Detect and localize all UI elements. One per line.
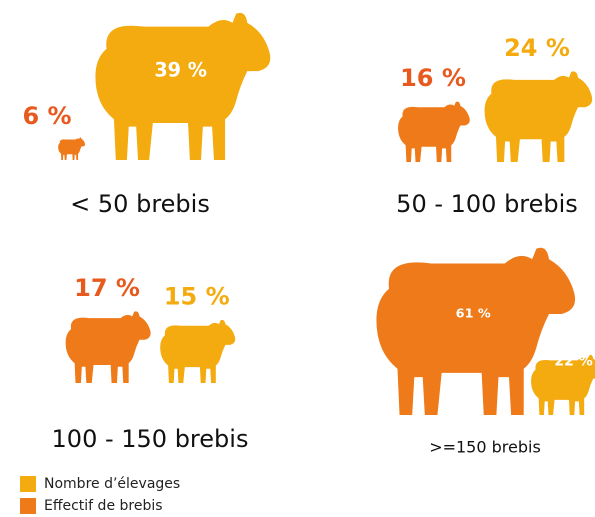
sheep [160, 320, 235, 383]
category-label: 50 - 100 brebis [396, 190, 578, 218]
legend-label: Effectif de brebis [44, 498, 163, 514]
sheep [485, 71, 593, 162]
value-label: 61 % [456, 306, 491, 321]
legend-label: Nombre d’élevages [44, 476, 180, 492]
category-label: < 50 brebis [70, 190, 210, 218]
value-label: 22 % [554, 354, 592, 370]
chart: 39 % 6 % < 50 brebis 24 % 16 % 50 - 100 brebi… [0, 0, 595, 517]
category-label: 100 - 150 brebis [52, 425, 249, 453]
category-label: >=150 brebis [429, 438, 541, 457]
value-label: 16 % [400, 64, 466, 92]
legend-swatch [20, 498, 36, 514]
sheep [95, 13, 270, 160]
value-label: 17 % [74, 274, 140, 302]
sheep [66, 311, 151, 383]
sheep [398, 102, 470, 162]
value-label: 15 % [164, 282, 230, 310]
value-label: 24 % [504, 34, 570, 62]
value-label: 6 % [22, 102, 71, 130]
value-label: 39 % [154, 59, 207, 82]
legend-swatch [20, 476, 36, 492]
sheep [58, 137, 85, 160]
